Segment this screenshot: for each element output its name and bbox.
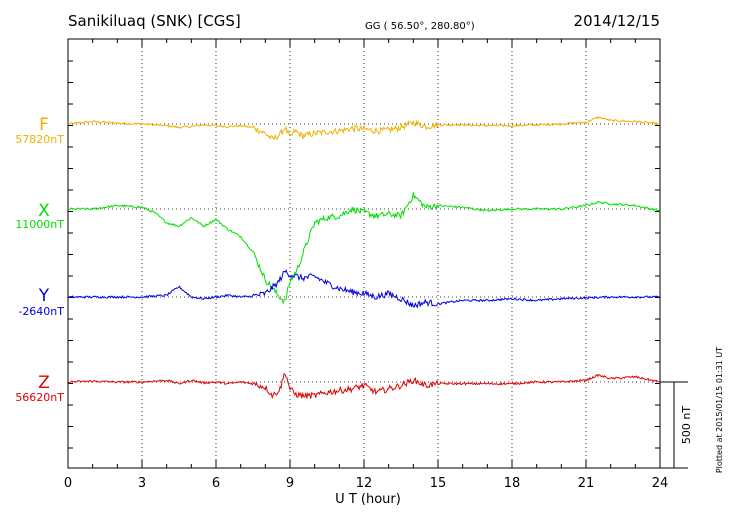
channel-baseline-y: -2640nT	[18, 305, 64, 318]
station-title: Sanikiluaq (SNK) [CGS]	[68, 12, 241, 30]
trace-f	[67, 115, 661, 141]
x-tick-label: 12	[356, 476, 373, 491]
x-axis-title: U T (hour)	[335, 492, 401, 507]
channel-letter-f: F	[39, 115, 49, 135]
x-tick-label: 15	[430, 476, 447, 491]
trace-x	[67, 192, 661, 305]
trace-y	[67, 269, 661, 309]
channel-baseline-f: 57820nT	[15, 133, 64, 146]
channel-letter-x: X	[38, 201, 50, 221]
plotted-timestamp: Plotted at 2015/01/15 01:31 UT	[715, 347, 724, 473]
channel-baseline-x: 11000nT	[15, 218, 64, 231]
channel-letter-z: Z	[38, 373, 50, 393]
scale-bar: 500 nT	[660, 381, 693, 469]
channel-baseline-z: 56620nT	[15, 391, 64, 404]
x-tick-label: 0	[64, 476, 72, 491]
channel-letter-y: Y	[38, 286, 50, 306]
channel-traces	[67, 115, 661, 400]
x-tick-label: 3	[138, 476, 146, 491]
x-tick-labels: 0 3 6 9 12 15 18 21 24	[64, 476, 668, 491]
channel-baselines	[68, 123, 660, 383]
scale-bar-label: 500 nT	[680, 406, 693, 444]
x-tick-label: 24	[652, 476, 669, 491]
grid-lines	[141, 39, 587, 468]
x-tick-label: 9	[286, 476, 294, 491]
x-tick-label: 6	[212, 476, 220, 491]
plot-date: 2014/12/15	[574, 12, 660, 30]
station-coords: GG ( 56.50°, 280.80°)	[365, 21, 475, 32]
x-tick-label: 21	[578, 476, 595, 491]
trace-z	[67, 372, 661, 400]
x-tick-label: 18	[504, 476, 521, 491]
